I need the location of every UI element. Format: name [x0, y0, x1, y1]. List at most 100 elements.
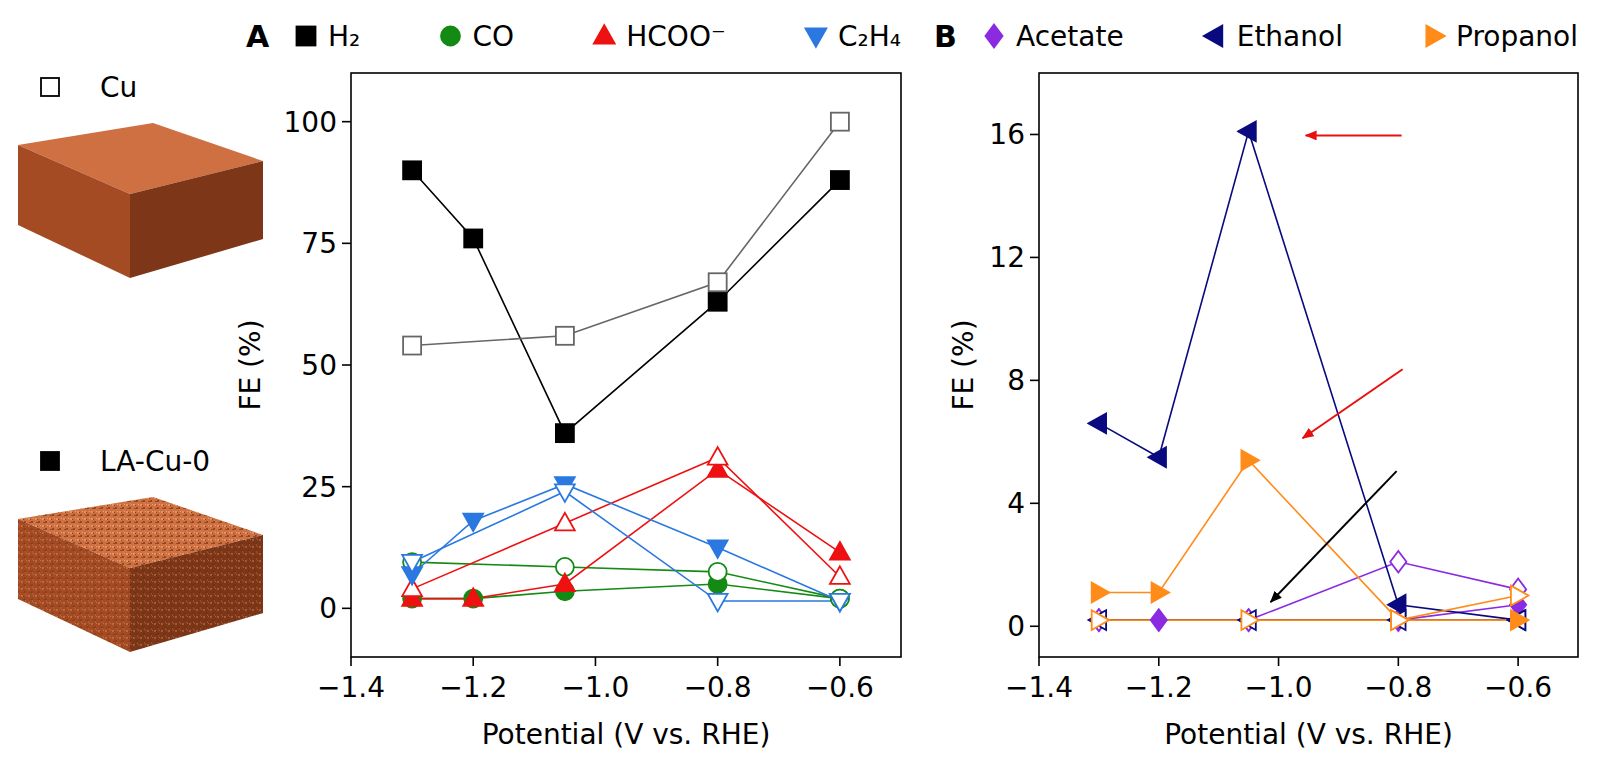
x-tick-label: −1.0 — [1245, 671, 1313, 704]
y-tick-label: 75 — [301, 227, 337, 260]
data-point — [830, 594, 850, 612]
panel-letter: A — [246, 19, 270, 54]
data-point — [556, 327, 574, 345]
plot-data — [1089, 122, 1529, 631]
data-point — [831, 171, 849, 189]
legend-marker — [1426, 26, 1445, 47]
series-line — [412, 170, 840, 433]
y-tick-label: 25 — [301, 471, 337, 504]
data-point — [555, 574, 575, 592]
x-tick-label: −1.0 — [561, 671, 629, 704]
legend-label: CO — [472, 20, 514, 53]
series-line — [412, 122, 840, 346]
lines — [412, 122, 840, 601]
lines — [1099, 131, 1518, 620]
catalyst-block — [18, 123, 263, 278]
data-point — [830, 594, 850, 612]
data-point — [556, 424, 574, 442]
y-tick — [1030, 380, 1039, 382]
y-tick — [1030, 503, 1039, 505]
data-point — [1391, 610, 1409, 630]
y-tick — [342, 608, 351, 610]
y-tick — [342, 364, 351, 366]
data-point — [1241, 610, 1259, 630]
box-left — [18, 145, 130, 278]
x-axis-title: Potential (V vs. RHE) — [1164, 718, 1453, 751]
legend-marker — [805, 28, 826, 47]
data-point — [708, 594, 728, 612]
box-texture — [18, 519, 130, 652]
x-tick — [472, 657, 474, 666]
data-point — [555, 513, 575, 531]
legend-label: C₂H₄ — [838, 20, 901, 53]
plot-frame — [1039, 73, 1578, 657]
plot-data — [402, 113, 850, 612]
data-point — [1511, 586, 1529, 606]
legend-label: HCOO⁻ — [626, 20, 725, 53]
y-tick-label: 100 — [284, 106, 337, 139]
data-point — [1241, 450, 1259, 470]
x-tick — [1038, 657, 1040, 666]
data-point — [403, 161, 421, 179]
series-line — [412, 492, 840, 602]
data-point — [1152, 583, 1170, 603]
data-point — [709, 563, 727, 581]
annotation-arrow — [1271, 471, 1397, 602]
x-tick-label: −1.4 — [1005, 671, 1073, 704]
legend-marker — [594, 25, 615, 44]
box-texture — [130, 535, 263, 652]
data-point — [402, 555, 422, 573]
x-tick-label: −0.6 — [1484, 671, 1552, 704]
data-point — [709, 293, 727, 311]
catalyst-marker — [41, 78, 59, 96]
catalyst-label: Cu — [100, 71, 137, 104]
legend: H₂COHCOO⁻C₂H₄ — [297, 20, 902, 53]
x-tick — [1158, 657, 1160, 666]
x-tick-label: −1.4 — [317, 671, 385, 704]
box-right — [130, 161, 263, 278]
x-tick-label: −1.2 — [1125, 671, 1193, 704]
legend-label: Acetate — [1016, 20, 1124, 53]
catalyst-marker — [41, 452, 59, 470]
legend-label: Propanol — [1456, 20, 1578, 53]
x-tick-label: −0.6 — [806, 671, 874, 704]
markers — [1089, 122, 1529, 631]
legend-marker — [297, 27, 316, 46]
y-tick-label: 0 — [1007, 610, 1025, 643]
data-point — [1151, 609, 1167, 631]
data-point — [464, 229, 482, 247]
x-tick-label: −0.8 — [684, 671, 752, 704]
x-tick — [1398, 657, 1400, 666]
legend-marker — [1204, 26, 1223, 47]
data-point — [1148, 447, 1166, 467]
y-tick — [342, 121, 351, 123]
x-tick — [1278, 657, 1280, 666]
data-point — [555, 484, 575, 502]
data-point — [708, 540, 728, 558]
series-line — [412, 484, 840, 601]
data-point — [463, 588, 483, 606]
data-point — [1390, 551, 1406, 573]
annotation-arrow — [1306, 134, 1402, 136]
data-point — [709, 273, 727, 291]
x-tick — [717, 657, 719, 666]
x-tick — [1517, 657, 1519, 666]
series-line — [1099, 460, 1518, 620]
y-tick — [1030, 625, 1039, 627]
data-point — [1092, 610, 1110, 630]
y-tick-label: 0 — [319, 592, 337, 625]
y-tick — [342, 486, 351, 488]
data-point — [708, 447, 728, 465]
legend-marker — [985, 25, 1002, 48]
y-tick-label: 50 — [301, 349, 337, 382]
legend: AcetateEthanolPropanol — [985, 20, 1578, 53]
catalyst-block — [18, 497, 263, 652]
data-point — [1391, 610, 1409, 630]
series-line — [412, 457, 840, 588]
panel-letter: B — [934, 19, 957, 54]
y-tick-label: 8 — [1007, 364, 1025, 397]
y-tick — [1030, 134, 1039, 136]
x-axis-title: Potential (V vs. RHE) — [482, 718, 771, 751]
panel: −1.4−1.2−1.0−0.8−0.60481216Potential (V … — [934, 19, 1578, 751]
catalyst-label: LA-Cu-0 — [100, 445, 210, 478]
